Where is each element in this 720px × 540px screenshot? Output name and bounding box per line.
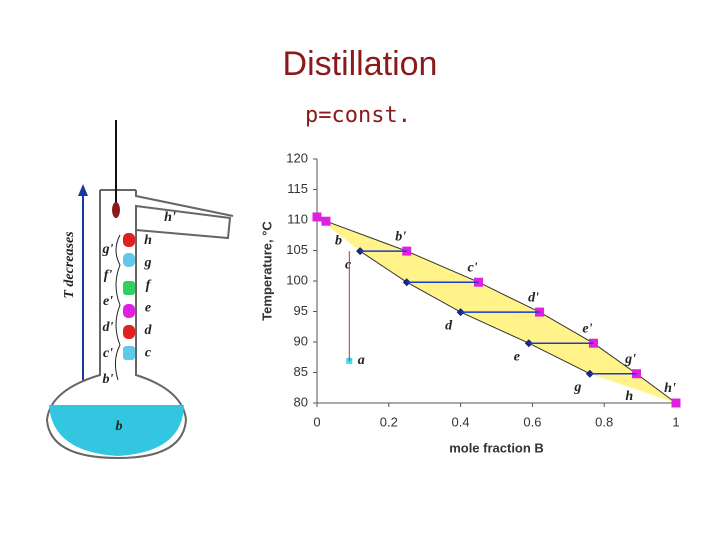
point-label: e'	[582, 321, 592, 336]
stage-label: d	[145, 323, 153, 338]
plate-e	[123, 304, 135, 318]
thermometer-bulb	[112, 202, 120, 218]
plate-f	[123, 281, 135, 295]
phase-diagram: 80 85 90 95 100 105 110 115 120 0 0.2 0.4 0.6 0.8 1 mol…	[259, 150, 681, 455]
annotation: h	[625, 389, 633, 404]
x-tick-label: 0.8	[595, 414, 613, 429]
y-tick-label: 100	[286, 272, 308, 287]
plate-c	[123, 346, 135, 360]
top-label: h'	[164, 210, 176, 225]
point-label: d'	[528, 290, 539, 305]
stage-label: g	[144, 256, 152, 271]
point-label: d	[445, 318, 453, 333]
point-label: b'	[395, 229, 406, 244]
x-tick-label: 0.2	[380, 414, 398, 429]
liquid	[49, 405, 184, 456]
stage-label: c'	[103, 346, 113, 361]
x-tick-label: 0	[313, 414, 320, 429]
point-label: c	[345, 257, 352, 272]
stage-label: b'	[103, 372, 114, 387]
flask-label: b	[116, 419, 123, 434]
stage-label: f'	[104, 268, 113, 283]
stage-label: h	[144, 233, 152, 248]
y-tick-label: 95	[294, 303, 308, 318]
stage-label: d'	[103, 320, 114, 335]
curve	[316, 216, 677, 404]
vapor-point	[312, 212, 322, 222]
slide-subtitle: p=const.	[305, 103, 411, 128]
stage-label: c	[145, 346, 152, 361]
point-label: c'	[467, 260, 477, 275]
plate-h	[123, 233, 135, 247]
y-tick-label: 105	[286, 242, 308, 257]
point-label: h'	[664, 381, 676, 396]
y-axis-label: Temperature, °C	[259, 221, 274, 321]
apparatus	[45, 120, 234, 460]
point-label: g'	[624, 352, 636, 367]
stage-label: f	[146, 278, 152, 293]
arrow-head	[78, 184, 88, 196]
y-tick-label: 110	[287, 211, 308, 226]
vapor-point	[671, 398, 681, 408]
annotation: b	[335, 234, 342, 249]
x-axis-label: mole fraction B	[449, 440, 544, 455]
vapor-point	[321, 216, 331, 226]
flask-outline	[45, 190, 232, 460]
stage-label: g'	[102, 242, 114, 257]
plate-d	[123, 325, 135, 339]
x-tick-label: 1	[672, 414, 679, 429]
annotation: a	[358, 353, 365, 368]
y-tick-label: 80	[294, 394, 308, 409]
column-top	[100, 189, 234, 217]
x-tick-label: 0.6	[523, 414, 541, 429]
point-label: e	[514, 349, 520, 364]
y-tick-label: 85	[294, 364, 308, 379]
y-tick-label: 115	[287, 181, 308, 196]
vapor-path	[114, 234, 121, 381]
plate-g	[123, 253, 135, 267]
stage-label: e	[145, 301, 151, 316]
point-label: g	[573, 380, 581, 395]
slide-title: Distillation	[283, 45, 438, 83]
two-phase-region	[317, 216, 676, 403]
y-tick-label: 90	[294, 333, 308, 348]
x-tick-label: 0.4	[452, 414, 470, 429]
arrow-label: T decreases	[62, 231, 77, 299]
stage-label: e'	[103, 294, 113, 309]
y-tick-label: 120	[286, 150, 308, 165]
